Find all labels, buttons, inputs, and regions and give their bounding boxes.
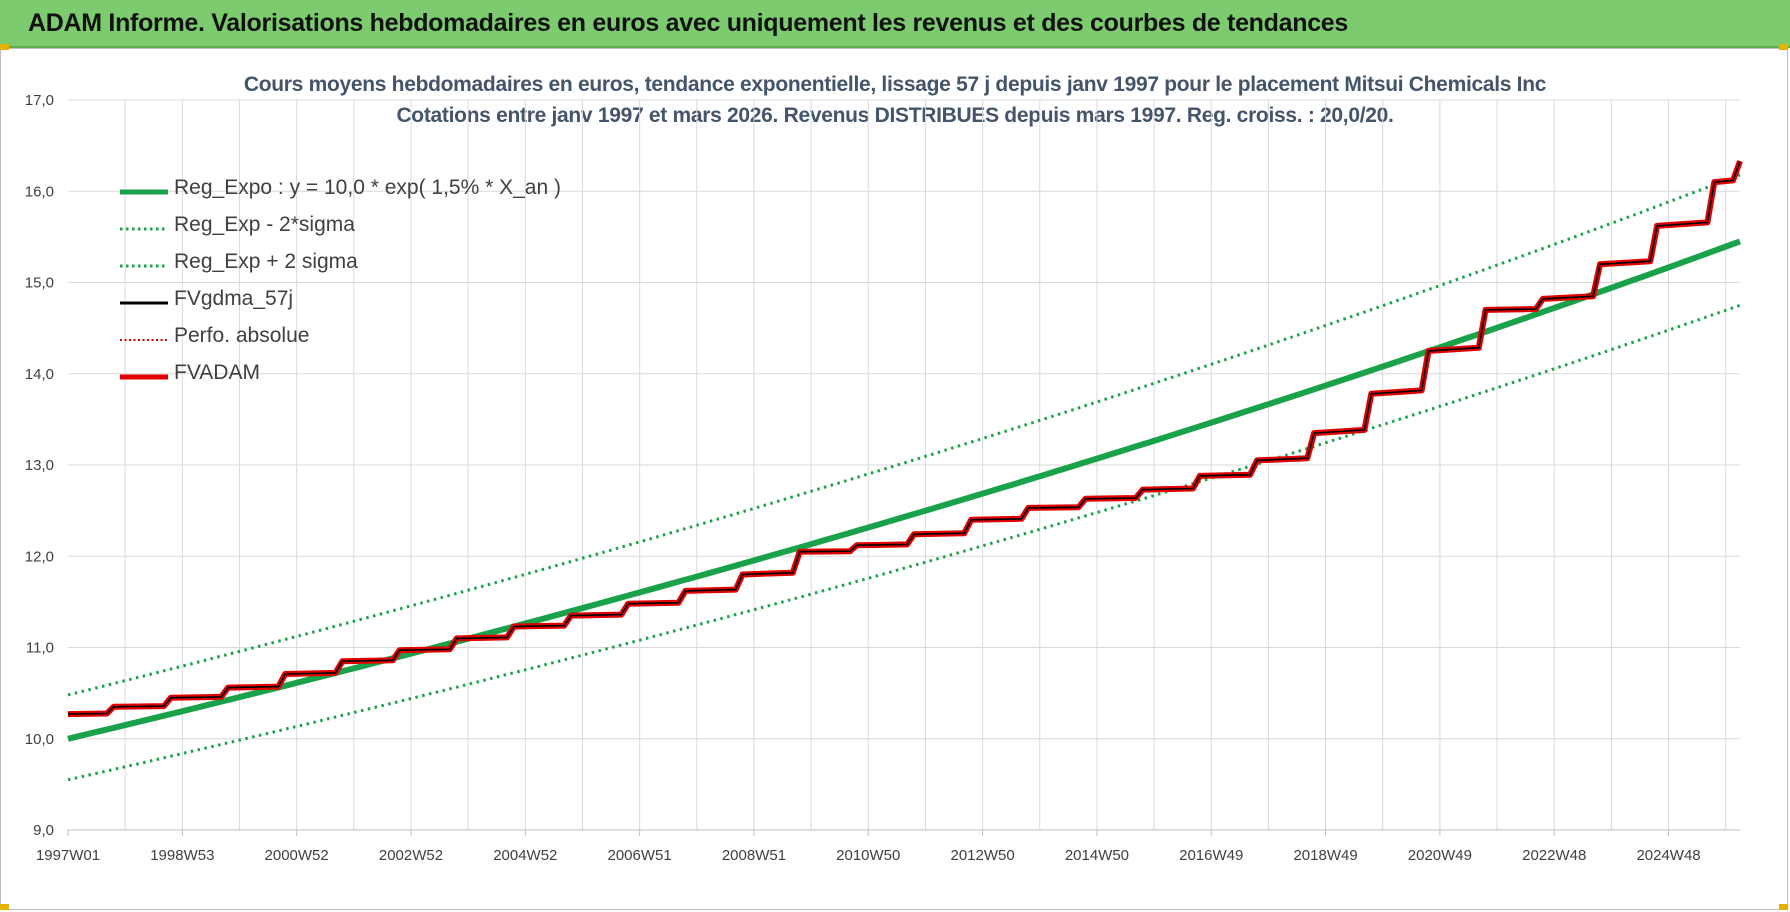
legend-swatch	[120, 227, 168, 231]
legend-label: Reg_Exp - 2*sigma	[174, 213, 355, 236]
series-reg-expo-line	[67, 238, 1742, 742]
x-tick-label: 1997W01	[36, 847, 100, 864]
x-tick-label: 2012W50	[950, 847, 1014, 864]
corner-mark	[0, 904, 9, 910]
corner-mark	[1779, 44, 1788, 50]
series-reg-exp-plus-line	[67, 173, 1741, 697]
legend-swatch	[120, 264, 168, 268]
corner-mark	[0, 44, 9, 50]
x-tick-label: 2008W51	[722, 847, 786, 864]
legend-swatch	[120, 301, 168, 305]
x-tick-label: 2020W49	[1408, 847, 1472, 864]
x-tick-label: 1998W53	[150, 847, 214, 864]
report-title: ADAM Informe. Valorisations hebdomadaire…	[28, 9, 1349, 37]
chart-frame	[0, 48, 1788, 910]
legend-label: Perfo. absolue	[174, 324, 310, 347]
y-tick-label: 11,0	[26, 640, 54, 657]
y-tick-label: 14,0	[25, 366, 54, 383]
x-tick-label: 2022W48	[1522, 847, 1586, 864]
y-tick-label: 9,0	[33, 822, 54, 839]
x-tick-label: 2014W50	[1065, 847, 1129, 864]
legend-swatch	[120, 374, 168, 380]
legend-swatch	[120, 339, 168, 341]
x-tick-label: 2000W52	[265, 847, 329, 864]
y-tick-label: 17,0	[25, 92, 54, 109]
corner-mark	[1779, 904, 1788, 910]
x-tick-label: 2002W52	[379, 847, 443, 864]
legend-label: Reg_Expo : y = 10,0 * exp( 1,5% * X_an )	[174, 176, 561, 199]
legend-label: FVADAM	[174, 361, 260, 384]
series-fvgdma-line	[67, 160, 1741, 715]
series-reg-exp-minus-line	[67, 303, 1741, 782]
y-tick-label: 16,0	[25, 183, 54, 200]
x-tick-label: 2010W50	[836, 847, 900, 864]
legend-label: Reg_Exp + 2 sigma	[174, 250, 358, 273]
report-banner: ADAM Informe. Valorisations hebdomadaire…	[0, 0, 1790, 48]
y-tick-label: 12,0	[25, 548, 54, 565]
legend-swatch	[120, 189, 168, 195]
x-tick-label: 2018W49	[1293, 847, 1357, 864]
x-tick-label: 2006W51	[608, 847, 672, 864]
series-fvadam-line	[67, 160, 1743, 718]
x-tick-label: 2024W48	[1636, 847, 1700, 864]
chart-title: Cours moyens hebdomadaires en euros, ten…	[243, 73, 1547, 96]
x-tick-label: 2016W49	[1179, 847, 1243, 864]
chart-subtitle: Cotations entre janv 1997 et mars 2026. …	[396, 104, 1394, 127]
legend-label: FVgdma_57j	[174, 287, 294, 310]
y-tick-label: 10,0	[25, 731, 54, 748]
y-tick-label: 15,0	[25, 275, 54, 292]
x-tick-label: 2004W52	[493, 847, 557, 864]
y-tick-label: 13,0	[25, 457, 54, 474]
